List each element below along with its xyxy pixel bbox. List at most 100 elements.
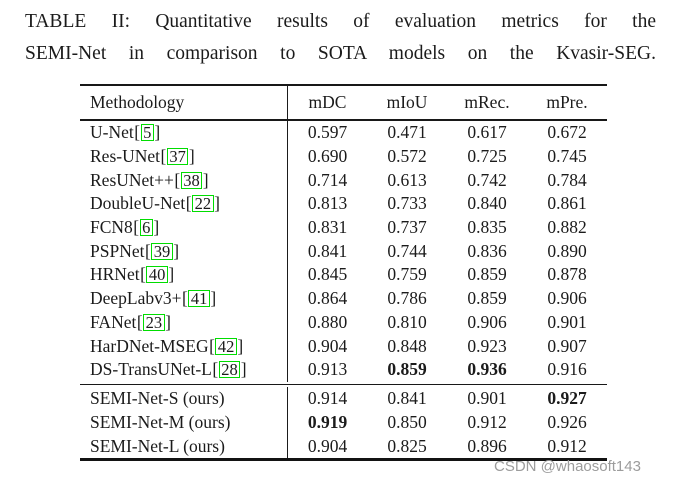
metric-value: 0.850 xyxy=(387,412,427,433)
metric-value: 0.906 xyxy=(547,288,587,309)
table-row: U-Net [5] 0.597 0.471 0.617 0.672 xyxy=(80,121,607,145)
metric-value: 0.810 xyxy=(387,311,427,332)
method-name: DeepLabv3+ [41] xyxy=(80,287,287,311)
method-label: DS-TransUNet-L xyxy=(90,359,212,380)
watermark: CSDN @whaosoft143 xyxy=(494,458,641,475)
metric-value: 0.916 xyxy=(547,359,587,380)
citation-close-bracket: ] xyxy=(210,288,217,309)
metric-value: 0.690 xyxy=(287,144,367,169)
method-name: HarDNet-MSEG [42] xyxy=(80,334,287,358)
method-name: FCN8 [6] xyxy=(80,216,287,240)
method-label: SEMI-Net-L (ours) xyxy=(90,435,225,456)
metric-value: 0.725 xyxy=(467,146,507,167)
method-label: U-Net xyxy=(90,122,134,143)
results-table: Methodology mDC mIoU mRec. mPre. U-Net [… xyxy=(80,84,607,462)
table-row: DS-TransUNet-L [28] 0.913 0.859 0.936 0.916 xyxy=(80,357,607,382)
method-label: DeepLabv3+ xyxy=(90,288,182,309)
table-row: SEMI-Net-L (ours) 0.904 0.825 0.896 0.912 xyxy=(80,434,607,459)
citation-open-bracket: [ xyxy=(160,146,167,167)
metric-value: 0.745 xyxy=(547,146,587,167)
method-name: PSPNet [39] xyxy=(80,239,287,263)
metric-value: 0.744 xyxy=(387,240,427,261)
metric-value: 0.890 xyxy=(547,240,587,261)
ours-separator-rule xyxy=(80,383,607,385)
table-bottom-rule xyxy=(80,458,607,462)
metric-value: 0.878 xyxy=(547,264,587,285)
metric-value: 0.471 xyxy=(387,122,427,143)
citation-link[interactable]: 40 xyxy=(146,266,168,284)
citation-open-bracket: [ xyxy=(212,359,219,380)
citation-open-bracket: [ xyxy=(144,240,151,261)
method-label: HRNet xyxy=(90,264,140,285)
citation-open-bracket: [ xyxy=(136,311,143,332)
metric-value: 0.923 xyxy=(467,335,507,356)
table-row: FANet [23] 0.880 0.810 0.906 0.901 xyxy=(80,310,607,335)
method-label: Res-UNet xyxy=(90,146,160,167)
metric-value: 0.861 xyxy=(547,193,587,214)
metric-value: 0.825 xyxy=(387,435,427,456)
method-label: FANet xyxy=(90,311,137,332)
citation-link[interactable]: 42 xyxy=(215,337,237,355)
citation-close-bracket: ] xyxy=(240,359,247,380)
method-label: ResUNet++ xyxy=(90,169,174,190)
table-row: FCN8 [6] 0.831 0.737 0.835 0.882 xyxy=(80,215,607,240)
metric-value: 0.841 xyxy=(387,388,427,409)
citation-link[interactable]: 6 xyxy=(139,219,153,237)
column-header-mdc: mDC xyxy=(287,86,367,119)
method-name: Res-UNet [37] xyxy=(80,145,287,169)
citation-close-bracket: ] xyxy=(214,193,220,214)
citation-link[interactable]: 37 xyxy=(166,148,189,166)
citation-open-bracket: [ xyxy=(209,335,215,356)
citation-link[interactable]: 5 xyxy=(140,124,154,142)
table-row: ResUNet++ [38] 0.714 0.613 0.742 0.784 xyxy=(80,168,607,193)
table-row: SEMI-Net-S (ours) 0.914 0.841 0.901 0.927 xyxy=(80,387,607,411)
table-row: DeepLabv3+ [41] 0.864 0.786 0.859 0.906 xyxy=(80,286,607,311)
metric-value: 0.901 xyxy=(467,388,507,409)
citation-link[interactable]: 41 xyxy=(188,290,210,308)
metric-value: 0.926 xyxy=(547,412,587,433)
metric-value: 0.906 xyxy=(467,311,507,332)
metric-value: 0.836 xyxy=(467,240,507,261)
metric-value: 0.901 xyxy=(547,311,587,332)
citation-open-bracket: [ xyxy=(185,193,192,214)
sota-rows-section: U-Net [5] 0.597 0.471 0.617 0.672 Res-UNet [3… xyxy=(80,121,607,382)
citation-link[interactable]: 23 xyxy=(143,313,165,331)
metric-value: 0.859 xyxy=(467,288,507,309)
metric-value: 0.882 xyxy=(547,217,587,238)
citation-open-bracket: [ xyxy=(134,122,141,143)
metric-value: 0.742 xyxy=(467,169,507,190)
citation-link[interactable]: 39 xyxy=(151,242,173,260)
citation-open-bracket: [ xyxy=(140,264,146,285)
citation-open-bracket: [ xyxy=(174,169,181,190)
metric-value: 0.786 xyxy=(387,288,427,309)
metric-value: 0.784 xyxy=(547,169,587,190)
method-label: FCN8 xyxy=(90,217,133,238)
method-label: PSPNet xyxy=(90,240,145,261)
citation-close-bracket: ] xyxy=(202,169,209,190)
method-name: SEMI-Net-L (ours) xyxy=(80,434,287,458)
method-name: DS-TransUNet-L [28] xyxy=(80,358,287,382)
metric-value: 0.831 xyxy=(287,215,367,240)
metric-value: 0.859 xyxy=(467,264,507,285)
citation-open-bracket: [ xyxy=(133,217,140,238)
method-label: HarDNet-MSEG xyxy=(90,335,209,356)
citation-link[interactable]: 22 xyxy=(192,195,214,213)
method-name: FANet [23] xyxy=(80,311,287,335)
table-caption: TABLE II: Quantitative results of evalua… xyxy=(25,6,656,69)
column-header-miou: mIoU xyxy=(386,92,428,112)
metric-value: 0.913 xyxy=(287,357,367,382)
table-row: Res-UNet [37] 0.690 0.572 0.725 0.745 xyxy=(80,144,607,169)
header-separator-rule xyxy=(80,119,607,121)
citation-link[interactable]: 38 xyxy=(180,171,203,189)
citation-close-bracket: ] xyxy=(153,217,160,238)
metric-value: 0.840 xyxy=(467,193,507,214)
citation-link[interactable]: 28 xyxy=(218,361,241,379)
column-header-methodology: Methodology xyxy=(90,92,185,112)
metric-value: 0.919 xyxy=(287,410,367,435)
table-top-rule xyxy=(80,84,607,86)
metric-value: 0.617 xyxy=(467,122,507,143)
table-row: PSPNet [39] 0.841 0.744 0.836 0.890 xyxy=(80,239,607,264)
ours-rows-section: SEMI-Net-S (ours) 0.914 0.841 0.901 0.927 SEM… xyxy=(80,387,607,459)
caption-line-2: SEMI-Net in comparison to SOTA models on… xyxy=(25,42,656,64)
